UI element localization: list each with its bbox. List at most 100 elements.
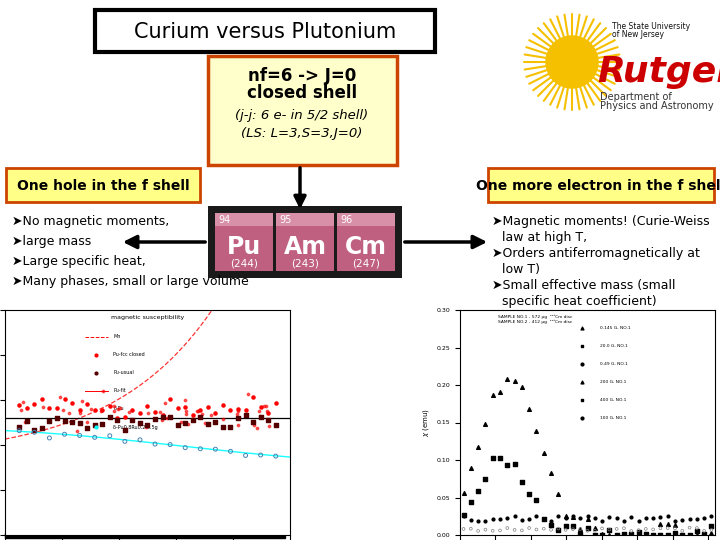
Point xyxy=(255,451,266,460)
Point xyxy=(545,521,557,529)
Point xyxy=(654,512,666,521)
Point xyxy=(698,526,710,535)
Point xyxy=(582,511,593,520)
Point xyxy=(706,525,717,534)
Text: Pu-fit: Pu-fit xyxy=(113,388,126,394)
Point xyxy=(134,419,145,428)
Point xyxy=(691,531,703,539)
Point xyxy=(523,490,535,498)
Point xyxy=(552,512,564,521)
Point xyxy=(179,443,191,452)
Point xyxy=(63,409,75,417)
Point xyxy=(454,21,466,29)
Text: Mn: Mn xyxy=(113,334,121,340)
Point xyxy=(552,490,564,498)
Point xyxy=(531,511,542,520)
Point xyxy=(458,511,469,519)
Point xyxy=(494,526,505,535)
Text: nf=6 -> J=0: nf=6 -> J=0 xyxy=(248,67,356,85)
Point xyxy=(706,511,717,520)
Point xyxy=(560,514,572,522)
Point xyxy=(96,420,108,428)
Point xyxy=(164,395,176,403)
Point xyxy=(59,416,71,425)
Point xyxy=(157,410,168,419)
Point xyxy=(51,414,63,423)
Point xyxy=(509,376,521,385)
Text: specific heat coefficient): specific heat coefficient) xyxy=(502,295,657,308)
Text: (LS: L=3,S=3,J=0): (LS: L=3,S=3,J=0) xyxy=(241,127,363,140)
Point xyxy=(112,413,123,422)
Point xyxy=(567,511,579,520)
Text: Physics and Astronomy: Physics and Astronomy xyxy=(600,101,714,111)
Text: 200 G, NO.1: 200 G, NO.1 xyxy=(600,380,626,384)
Text: 94: 94 xyxy=(218,215,230,225)
Point xyxy=(231,409,243,418)
Y-axis label: $\chi$ (emu): $\chi$ (emu) xyxy=(421,408,431,437)
Point xyxy=(531,496,542,505)
Point xyxy=(109,407,120,416)
Point xyxy=(154,408,166,416)
Point xyxy=(251,424,263,433)
Text: 100 G, NO.1: 100 G, NO.1 xyxy=(600,416,626,420)
Point xyxy=(205,411,217,420)
Point xyxy=(194,413,206,422)
Point xyxy=(640,530,652,538)
Point xyxy=(691,524,703,532)
Text: (243): (243) xyxy=(291,259,319,269)
Point xyxy=(523,524,535,532)
Point xyxy=(684,531,696,539)
Text: 96: 96 xyxy=(340,215,352,225)
Point xyxy=(633,516,644,525)
Point xyxy=(181,410,192,418)
Point xyxy=(516,478,528,487)
Point xyxy=(698,514,710,522)
Point xyxy=(19,417,31,426)
Point xyxy=(670,529,681,537)
Point xyxy=(647,525,659,534)
Point xyxy=(465,516,477,525)
Point xyxy=(248,393,259,402)
Point xyxy=(44,434,55,442)
Point xyxy=(142,420,153,429)
Bar xyxy=(5,533,285,538)
Point xyxy=(560,511,572,520)
Point xyxy=(480,525,491,534)
Point xyxy=(472,486,484,495)
Point xyxy=(123,408,135,416)
Point xyxy=(596,531,608,539)
Point xyxy=(465,524,477,533)
Point xyxy=(677,531,688,539)
Point xyxy=(36,395,48,403)
Point xyxy=(232,407,243,415)
Point xyxy=(143,408,154,417)
Point xyxy=(21,403,32,412)
Point xyxy=(633,528,644,537)
Point xyxy=(516,516,528,525)
Point xyxy=(560,521,572,530)
Point xyxy=(149,440,161,448)
Point xyxy=(611,514,622,523)
Point xyxy=(472,526,484,535)
Point xyxy=(611,531,622,539)
Point xyxy=(225,406,236,415)
Point xyxy=(626,512,637,521)
Text: low T): low T) xyxy=(502,263,540,276)
Point xyxy=(119,412,130,421)
Point xyxy=(487,526,498,535)
Point xyxy=(509,512,521,521)
Point xyxy=(603,513,615,522)
Point xyxy=(74,431,86,440)
Point xyxy=(112,404,124,413)
Text: Department of: Department of xyxy=(600,92,672,102)
Text: δ-Pu0.8Ru0.2 5.5g: δ-Pu0.8Ru0.2 5.5g xyxy=(113,424,158,429)
Point xyxy=(44,416,55,425)
Point xyxy=(502,514,513,522)
Point xyxy=(263,416,274,424)
Point xyxy=(618,529,630,538)
Point xyxy=(225,447,236,456)
Point xyxy=(684,531,696,539)
Text: ➤Large volume: ➤Large volume xyxy=(492,311,588,324)
Text: SAMPLE NO.1 - 572 μg  ²⁴⁸Cm disc
SAMPLE NO.2 - 412 μg  ²⁴⁸Cm disc: SAMPLE NO.1 - 572 μg ²⁴⁸Cm disc SAMPLE N… xyxy=(498,314,572,325)
Circle shape xyxy=(546,36,598,88)
